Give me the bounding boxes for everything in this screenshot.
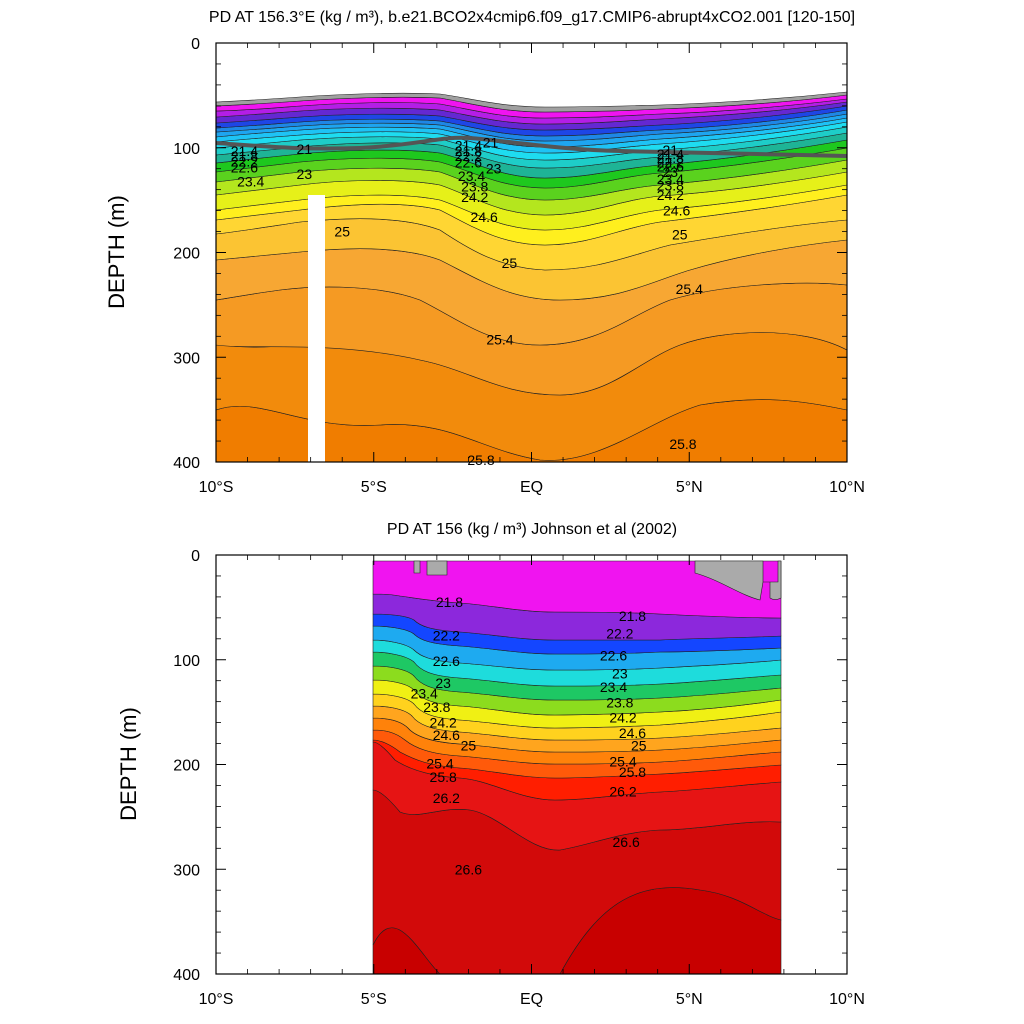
top-contour-label: 23.4 (237, 173, 264, 189)
bottom-contour-label: 25.8 (430, 769, 457, 785)
top-contour-label: 23 (486, 161, 502, 177)
top-contour-label: 22.2 (455, 148, 482, 164)
top-contour-label: 21.8 (231, 148, 258, 164)
top-contour-label: 24.6 (471, 209, 498, 225)
top-contour-label: 21.8 (657, 150, 684, 166)
bottom-panel: PD AT 156 (kg / m³) Johnson et al (2002)… (116, 521, 865, 1008)
bottom-contour-label: 23.8 (423, 699, 450, 715)
top-contour-label: 21 (483, 135, 499, 151)
bottom-contour-label: 24.6 (433, 727, 460, 743)
top-contour-label: 22.6 (455, 154, 482, 170)
bottom-title: PD AT 156 (kg / m³) Johnson et al (2002) (387, 521, 677, 538)
bottom-contour-label: 23.8 (606, 695, 633, 711)
top-contour-label: 22.6 (231, 160, 258, 176)
top-contour-label: 25.8 (467, 452, 494, 468)
top-contour-label: 21.4 (231, 143, 258, 159)
bot-missing-patch-right (694, 560, 782, 601)
top-panel: PD AT 156.3°E (kg / m³), b.e21.BCO2x4cmi… (104, 9, 865, 496)
bottom-contour-label: 23 (435, 675, 451, 691)
bottom-contour-label: 22.6 (433, 653, 460, 669)
bottom-contour-label: 26.6 (455, 861, 482, 877)
top-missing-data-column (308, 195, 325, 462)
bot-band-21.4 (372, 560, 782, 619)
bottom-contour-label: 25.4 (426, 755, 453, 771)
bottom-contour-label: 24.2 (430, 715, 457, 731)
bottom-contour-label: 25 (631, 738, 647, 754)
top-contour-label: 23 (297, 166, 313, 182)
top-contour-label: 21.8 (455, 143, 482, 159)
top-contour-label: 23.4 (657, 171, 684, 187)
bottom-contour-label: 22.6 (600, 648, 627, 664)
bottom-y-tick-label: 0 (191, 548, 200, 565)
top-contour-field (216, 91, 847, 462)
bottom-x-tick-label: 5°N (676, 991, 703, 1008)
top-contour-label: 25.8 (669, 436, 696, 452)
top-contour-label: 24.2 (657, 187, 684, 203)
top-y-tick-label: 400 (173, 455, 200, 472)
bottom-contour-label: 21.8 (619, 608, 646, 624)
top-contour-label: 24.6 (663, 203, 690, 219)
top-surface-line (216, 135, 847, 158)
bottom-contour-label: 24.2 (609, 709, 636, 725)
top-contour-label: 25 (502, 255, 518, 271)
top-x-tick-label: EQ (520, 479, 543, 496)
top-y-tick-label: 200 (173, 246, 200, 263)
top-title: PD AT 156.3°E (kg / m³), b.e21.BCO2x4cmi… (209, 9, 855, 26)
bottom-contour-label: 25.8 (619, 764, 646, 780)
bottom-contour-label: 23 (612, 665, 628, 681)
top-y-tick-label: 300 (173, 350, 200, 367)
top-contour-label: 24.2 (461, 189, 488, 205)
bottom-contour-label: 25.4 (609, 753, 636, 769)
bottom-y-tick-label: 300 (173, 862, 200, 879)
bottom-contour-label: 24.6 (619, 725, 646, 741)
bottom-y-tick-label: 100 (173, 653, 200, 670)
top-y-tick-label: 0 (191, 36, 200, 53)
bottom-contour-label: 25 (461, 738, 477, 754)
top-band-surface (216, 91, 847, 113)
bottom-contour-label: 21.8 (436, 594, 463, 610)
bottom-y-axis-label: DEPTH (m) (116, 707, 141, 821)
top-contour-label: 21 (663, 142, 679, 158)
top-contour-label: 22.6 (657, 159, 684, 175)
bottom-x-tick-label: 10°S (199, 991, 234, 1008)
bottom-contour-label: 26.6 (613, 834, 640, 850)
bottom-x-tick-label: 10°N (829, 991, 865, 1008)
bottom-y-tick-label: 200 (173, 758, 200, 775)
top-contour-label: 25.4 (486, 331, 513, 347)
bottom-contour-field (372, 560, 782, 974)
top-x-tick-label: 10°S (199, 479, 234, 496)
bottom-axes: 10°S 5°S EQ 5°N 10°N 0 100 200 300 400 (173, 548, 865, 1008)
top-contour-label: 23 (663, 164, 679, 180)
top-contour-label: 25.4 (676, 281, 703, 297)
top-x-tick-label: 10°N (829, 479, 865, 496)
bottom-contour-label: 22.2 (606, 626, 633, 642)
bottom-contour-label: 26.2 (609, 784, 636, 800)
bottom-x-tick-label: EQ (520, 991, 543, 1008)
top-contour-label: 25 (672, 227, 688, 243)
bottom-contour-label: 23.4 (600, 679, 627, 695)
bottom-contour-labels: 21.822.222.62323.423.824.224.62525.425.8… (411, 594, 647, 877)
top-y-axis-label: DEPTH (m) (104, 195, 129, 309)
bottom-y-tick-label: 400 (173, 967, 200, 984)
top-contour-label: 23.4 (458, 168, 485, 184)
top-contour-label: 22.2 (231, 153, 258, 169)
top-contour-label: 22.2 (657, 154, 684, 170)
bottom-x-tick-label: 5°S (361, 991, 387, 1008)
top-axes: 10°S 5°S EQ 5°N 10°N 0 100 200 300 400 (173, 36, 865, 496)
bottom-contour-label: 22.2 (433, 628, 460, 644)
top-contour-label: 25 (334, 224, 350, 240)
top-contour-label: 23.8 (461, 179, 488, 195)
top-contour-label: 23.8 (657, 177, 684, 193)
top-y-tick-label: 100 (173, 141, 200, 158)
top-x-tick-label: 5°S (361, 479, 387, 496)
top-contour-label: 21 (297, 141, 313, 157)
top-contour-label: 21.4 (657, 146, 684, 162)
bottom-contour-label: 23.4 (411, 685, 438, 701)
bottom-contour-label: 26.2 (433, 790, 460, 806)
top-contour-label: 21.4 (455, 138, 482, 154)
top-x-tick-label: 5°N (676, 479, 703, 496)
bot-missing-patch-left (413, 560, 448, 576)
